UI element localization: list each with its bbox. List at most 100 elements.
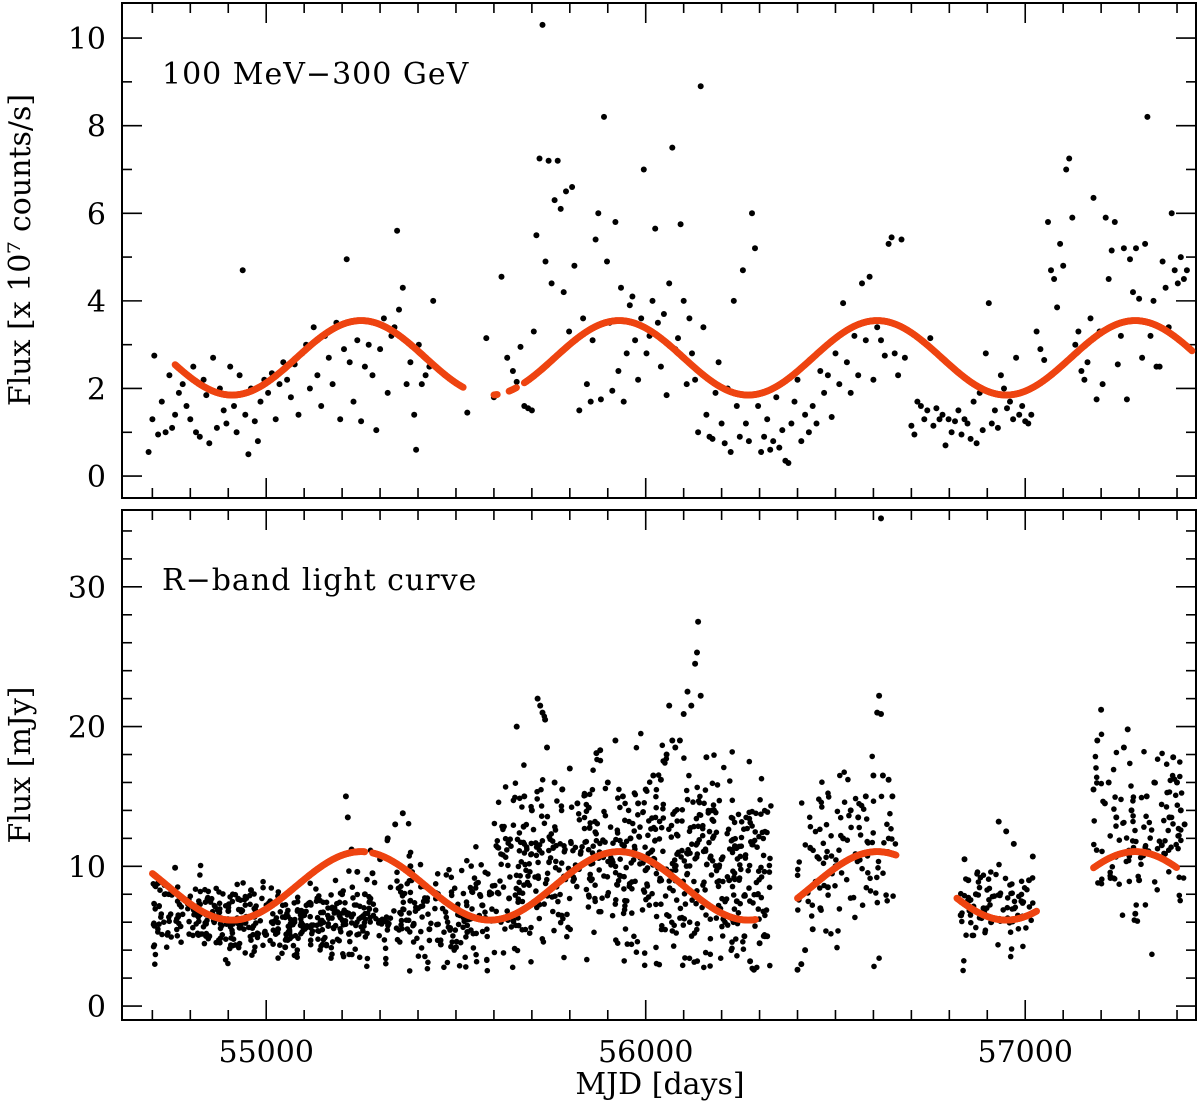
data-point: [746, 758, 753, 765]
data-point: [169, 424, 176, 431]
data-point: [809, 902, 816, 908]
data-point: [875, 865, 881, 871]
data-point: [614, 940, 621, 946]
data-point: [867, 875, 873, 882]
data-point: [520, 823, 527, 830]
data-point: [406, 910, 413, 916]
data-point: [982, 927, 989, 933]
data-point: [975, 879, 982, 885]
data-point: [821, 389, 828, 396]
plot-area: [145, 21, 1196, 466]
data-point: [426, 926, 433, 933]
data-point: [754, 844, 760, 850]
data-point: [1168, 210, 1175, 217]
data-point: [618, 284, 624, 291]
data-point: [447, 927, 453, 933]
data-point: [552, 864, 559, 871]
data-point: [513, 723, 520, 730]
data-point: [1091, 841, 1097, 848]
data-point: [857, 832, 864, 838]
data-point: [270, 927, 277, 933]
data-point: [621, 906, 628, 913]
data-point: [568, 838, 574, 845]
data-point: [350, 911, 357, 917]
data-point: [1018, 898, 1025, 905]
data-point: [564, 933, 570, 940]
data-point: [571, 262, 578, 269]
data-point: [824, 848, 830, 855]
data-point: [995, 818, 1002, 825]
data-point: [1099, 381, 1106, 388]
data-point: [383, 960, 389, 967]
data-point: [498, 861, 505, 868]
data-point: [638, 315, 645, 322]
data-point: [841, 769, 847, 775]
data-point: [233, 429, 240, 436]
data-point: [213, 939, 219, 946]
data-point: [653, 793, 659, 800]
data-point: [652, 225, 659, 232]
data-point: [448, 943, 454, 950]
data-point: [502, 784, 509, 790]
data-point: [776, 444, 783, 451]
data-point: [589, 337, 596, 344]
data-point: [660, 848, 666, 855]
data-point: [645, 832, 651, 839]
data-point: [788, 420, 795, 427]
data-point: [767, 855, 773, 862]
data-point: [325, 905, 331, 911]
data-point: [717, 955, 724, 961]
data-point: [694, 926, 700, 933]
data-point: [337, 416, 344, 423]
data-point: [592, 895, 598, 902]
data-point: [961, 416, 968, 423]
data-point: [1120, 744, 1127, 751]
data-point: [1181, 821, 1188, 828]
data-point: [237, 897, 244, 903]
data-point: [376, 932, 383, 939]
data-point: [329, 951, 335, 957]
data-point: [617, 856, 623, 862]
data-point: [677, 221, 684, 228]
data-point: [601, 873, 607, 879]
data-point: [495, 799, 502, 806]
data-point: [977, 874, 984, 881]
data-point: [817, 368, 824, 374]
data-point: [609, 912, 616, 919]
data-point: [1060, 262, 1067, 269]
data-point: [836, 906, 843, 912]
data-point: [681, 755, 687, 761]
data-point: [1110, 766, 1117, 773]
data-point: [878, 515, 884, 522]
data-point: [708, 853, 714, 859]
data-point: [525, 873, 531, 879]
data-point: [558, 912, 565, 919]
data-point: [1130, 813, 1136, 819]
data-point: [276, 381, 283, 388]
data-point: [976, 884, 983, 891]
data-point: [174, 926, 180, 933]
data-point: [372, 907, 379, 913]
data-point: [1151, 779, 1158, 786]
data-point: [1141, 824, 1147, 830]
data-point: [702, 949, 709, 956]
data-point: [309, 928, 316, 934]
data-point: [155, 431, 162, 438]
data-point: [346, 359, 353, 366]
data-point: [1069, 214, 1076, 221]
data-point: [802, 411, 809, 418]
data-point: [552, 893, 558, 899]
panel-annotation: R−band light curve: [162, 563, 477, 598]
data-point: [652, 814, 659, 821]
data-point: [1130, 818, 1136, 825]
y-axis-title: Flux [mJy]: [3, 686, 38, 843]
data-point: [621, 843, 627, 849]
data-point: [973, 924, 979, 931]
data-point: [1087, 315, 1094, 322]
data-point: [930, 422, 937, 429]
data-point: [1007, 929, 1014, 935]
data-point: [554, 798, 560, 804]
data-point: [1138, 794, 1145, 801]
y-tick-label: 0: [87, 460, 106, 495]
